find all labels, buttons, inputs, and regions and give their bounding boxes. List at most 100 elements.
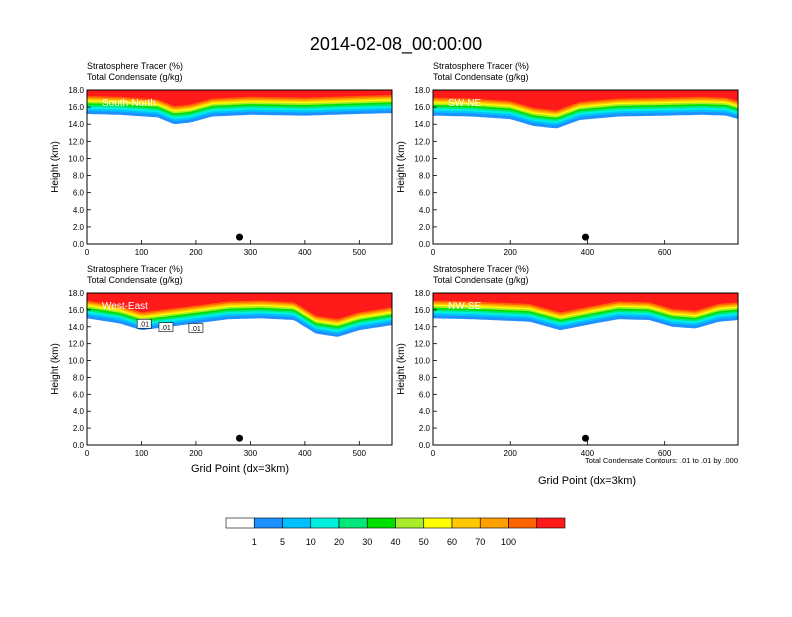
y-tick-label: 6.0 [419,390,431,399]
y-tick-label: 12.0 [68,340,84,349]
y-tick-label: 8.0 [73,172,85,181]
colorbar-label: 100 [501,537,516,547]
contour-label-box [136,318,152,329]
location-marker [582,434,589,442]
figure-title: 2014-02-08_00:00:00 [310,34,482,55]
x-tick-label: 200 [189,248,203,257]
contour-label-box [158,322,174,332]
x-tick-label: 400 [298,248,312,257]
y-tick-label: 12.0 [414,137,430,146]
panel-nw-se: Stratosphere Tracer (%)Total Condensate … [396,264,739,458]
y-tick-label: 14.0 [414,120,430,129]
contour-note: Total Condensate Contours: .01 to .01 by… [585,456,738,465]
x-tick-label: 100 [135,449,149,458]
plot-frame [86,292,393,446]
panel-header-condensate: Total Condensate (g/kg) [87,275,183,285]
x-tick-label: 200 [504,248,518,257]
y-tick-label: 16.0 [414,306,430,315]
y-tick-label: 14.0 [414,323,430,332]
colorbar-swatch [225,517,255,529]
x-tick-label: 500 [353,449,367,458]
colorbar-swatch [366,517,396,529]
panel-south-north: Stratosphere Tracer (%)Total Condensate … [50,61,393,257]
panel-sw-ne: Stratosphere Tracer (%)Total Condensate … [396,61,739,257]
colorbar: 1 5 10 20 30 40 50 60 70 100 [225,517,566,547]
colorbar-label: 30 [362,537,372,547]
y-tick-label: 0.0 [419,441,431,450]
contour-label: .01 [191,326,201,333]
y-tick-label: 2.0 [419,223,431,232]
y-tick-label: 4.0 [419,206,431,215]
panel-label: NW-SE [448,301,481,312]
y-tick-label: 18.0 [68,86,84,95]
x-tick-label: 300 [244,248,258,257]
x-axis-label-nw-se: Grid Point (dx=3km) [538,475,636,487]
tracer-band-11 [433,90,738,111]
colorbar-label: 10 [306,537,316,547]
y-tick-label: 8.0 [419,373,431,382]
colorbar-swatch [451,517,481,529]
colorbar-label: 70 [475,537,485,547]
tracer-field [433,90,738,244]
x-tick-label: 400 [298,449,312,458]
panel-header-condensate: Total Condensate (g/kg) [87,72,183,82]
tracer-field [87,293,392,445]
panel-header-tracer: Stratosphere Tracer (%) [433,61,529,71]
y-tick-label: 10.0 [68,357,84,366]
x-tick-label: 400 [581,449,595,458]
x-tick-label: 0 [431,449,436,458]
panels-group: Stratosphere Tracer (%)Total Condensate … [50,61,739,458]
location-marker [236,233,243,241]
x-tick-label: 100 [135,248,149,257]
tracer-band-11 [87,293,392,319]
x-tick-label: 200 [189,449,203,458]
location-marker [582,233,589,241]
y-axis-label: Height (km) [396,343,407,395]
colorbar-label: 1 [252,537,257,547]
tracer-field [433,293,738,445]
contour-label: .01 [139,322,149,329]
contour-label-box [188,323,204,333]
colorbar-swatch [423,517,453,529]
contour-label: .01 [161,325,171,332]
y-tick-label: 12.0 [414,340,430,349]
colorbar-swatch [338,517,368,529]
panel-header-tracer: Stratosphere Tracer (%) [87,264,183,274]
y-tick-label: 6.0 [419,189,431,198]
y-axis-label: Height (km) [396,141,407,193]
x-tick-label: 600 [658,248,672,257]
y-axis-label: Height (km) [50,141,61,193]
colorbar-swatch [508,517,538,529]
y-tick-label: 16.0 [68,306,84,315]
y-tick-label: 6.0 [73,390,85,399]
panel-west-east: Stratosphere Tracer (%)Total Condensate … [50,264,393,458]
tracer-field [87,90,392,244]
y-tick-label: 16.0 [414,103,430,112]
y-axis-label: Height (km) [50,343,61,395]
y-tick-label: 0.0 [419,240,431,249]
panel-header-tracer: Stratosphere Tracer (%) [87,61,183,71]
x-tick-label: 0 [431,248,436,257]
plot-frame [432,292,739,446]
x-tick-label: 300 [244,449,258,458]
colorbar-swatch [310,517,340,529]
panel-label: SW-NE [448,98,481,109]
colorbar-label: 5 [280,537,285,547]
location-marker [236,434,243,442]
x-tick-label: 600 [658,449,672,458]
x-axis-label-west-east: Grid Point (dx=3km) [191,463,289,475]
y-tick-label: 12.0 [68,137,84,146]
colorbar-swatch [479,517,509,529]
y-tick-label: 2.0 [419,424,431,433]
x-tick-label: 400 [581,248,595,257]
panel-label: West-East [102,301,148,312]
x-tick-label: 200 [504,449,518,458]
y-tick-label: 4.0 [73,407,85,416]
x-tick-label: 500 [353,248,367,257]
y-tick-label: 4.0 [419,407,431,416]
y-tick-label: 10.0 [414,154,430,163]
y-tick-label: 2.0 [73,424,85,433]
y-tick-label: 16.0 [68,103,84,112]
panel-label: South-North [102,98,156,109]
